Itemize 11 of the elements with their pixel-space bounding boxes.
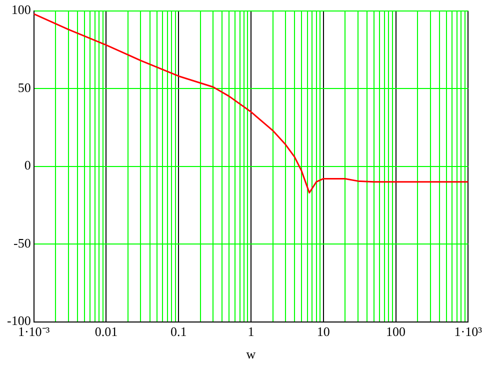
x-tick-label: 10 xyxy=(316,324,330,340)
x-axis-title: w xyxy=(246,346,256,362)
x-tick-label: 0.1 xyxy=(170,324,187,340)
y-tick-label: 50 xyxy=(18,80,31,95)
y-tick-label: -50 xyxy=(13,235,31,250)
x-tick-label: 1·10³ xyxy=(454,324,482,340)
x-tick-label: 1 xyxy=(248,324,254,340)
x-tick-label: 0.01 xyxy=(94,324,118,340)
y-tick-label: 0 xyxy=(24,158,31,173)
x-tick-label: 100 xyxy=(386,324,406,340)
y-tick-label: 100 xyxy=(11,2,31,18)
